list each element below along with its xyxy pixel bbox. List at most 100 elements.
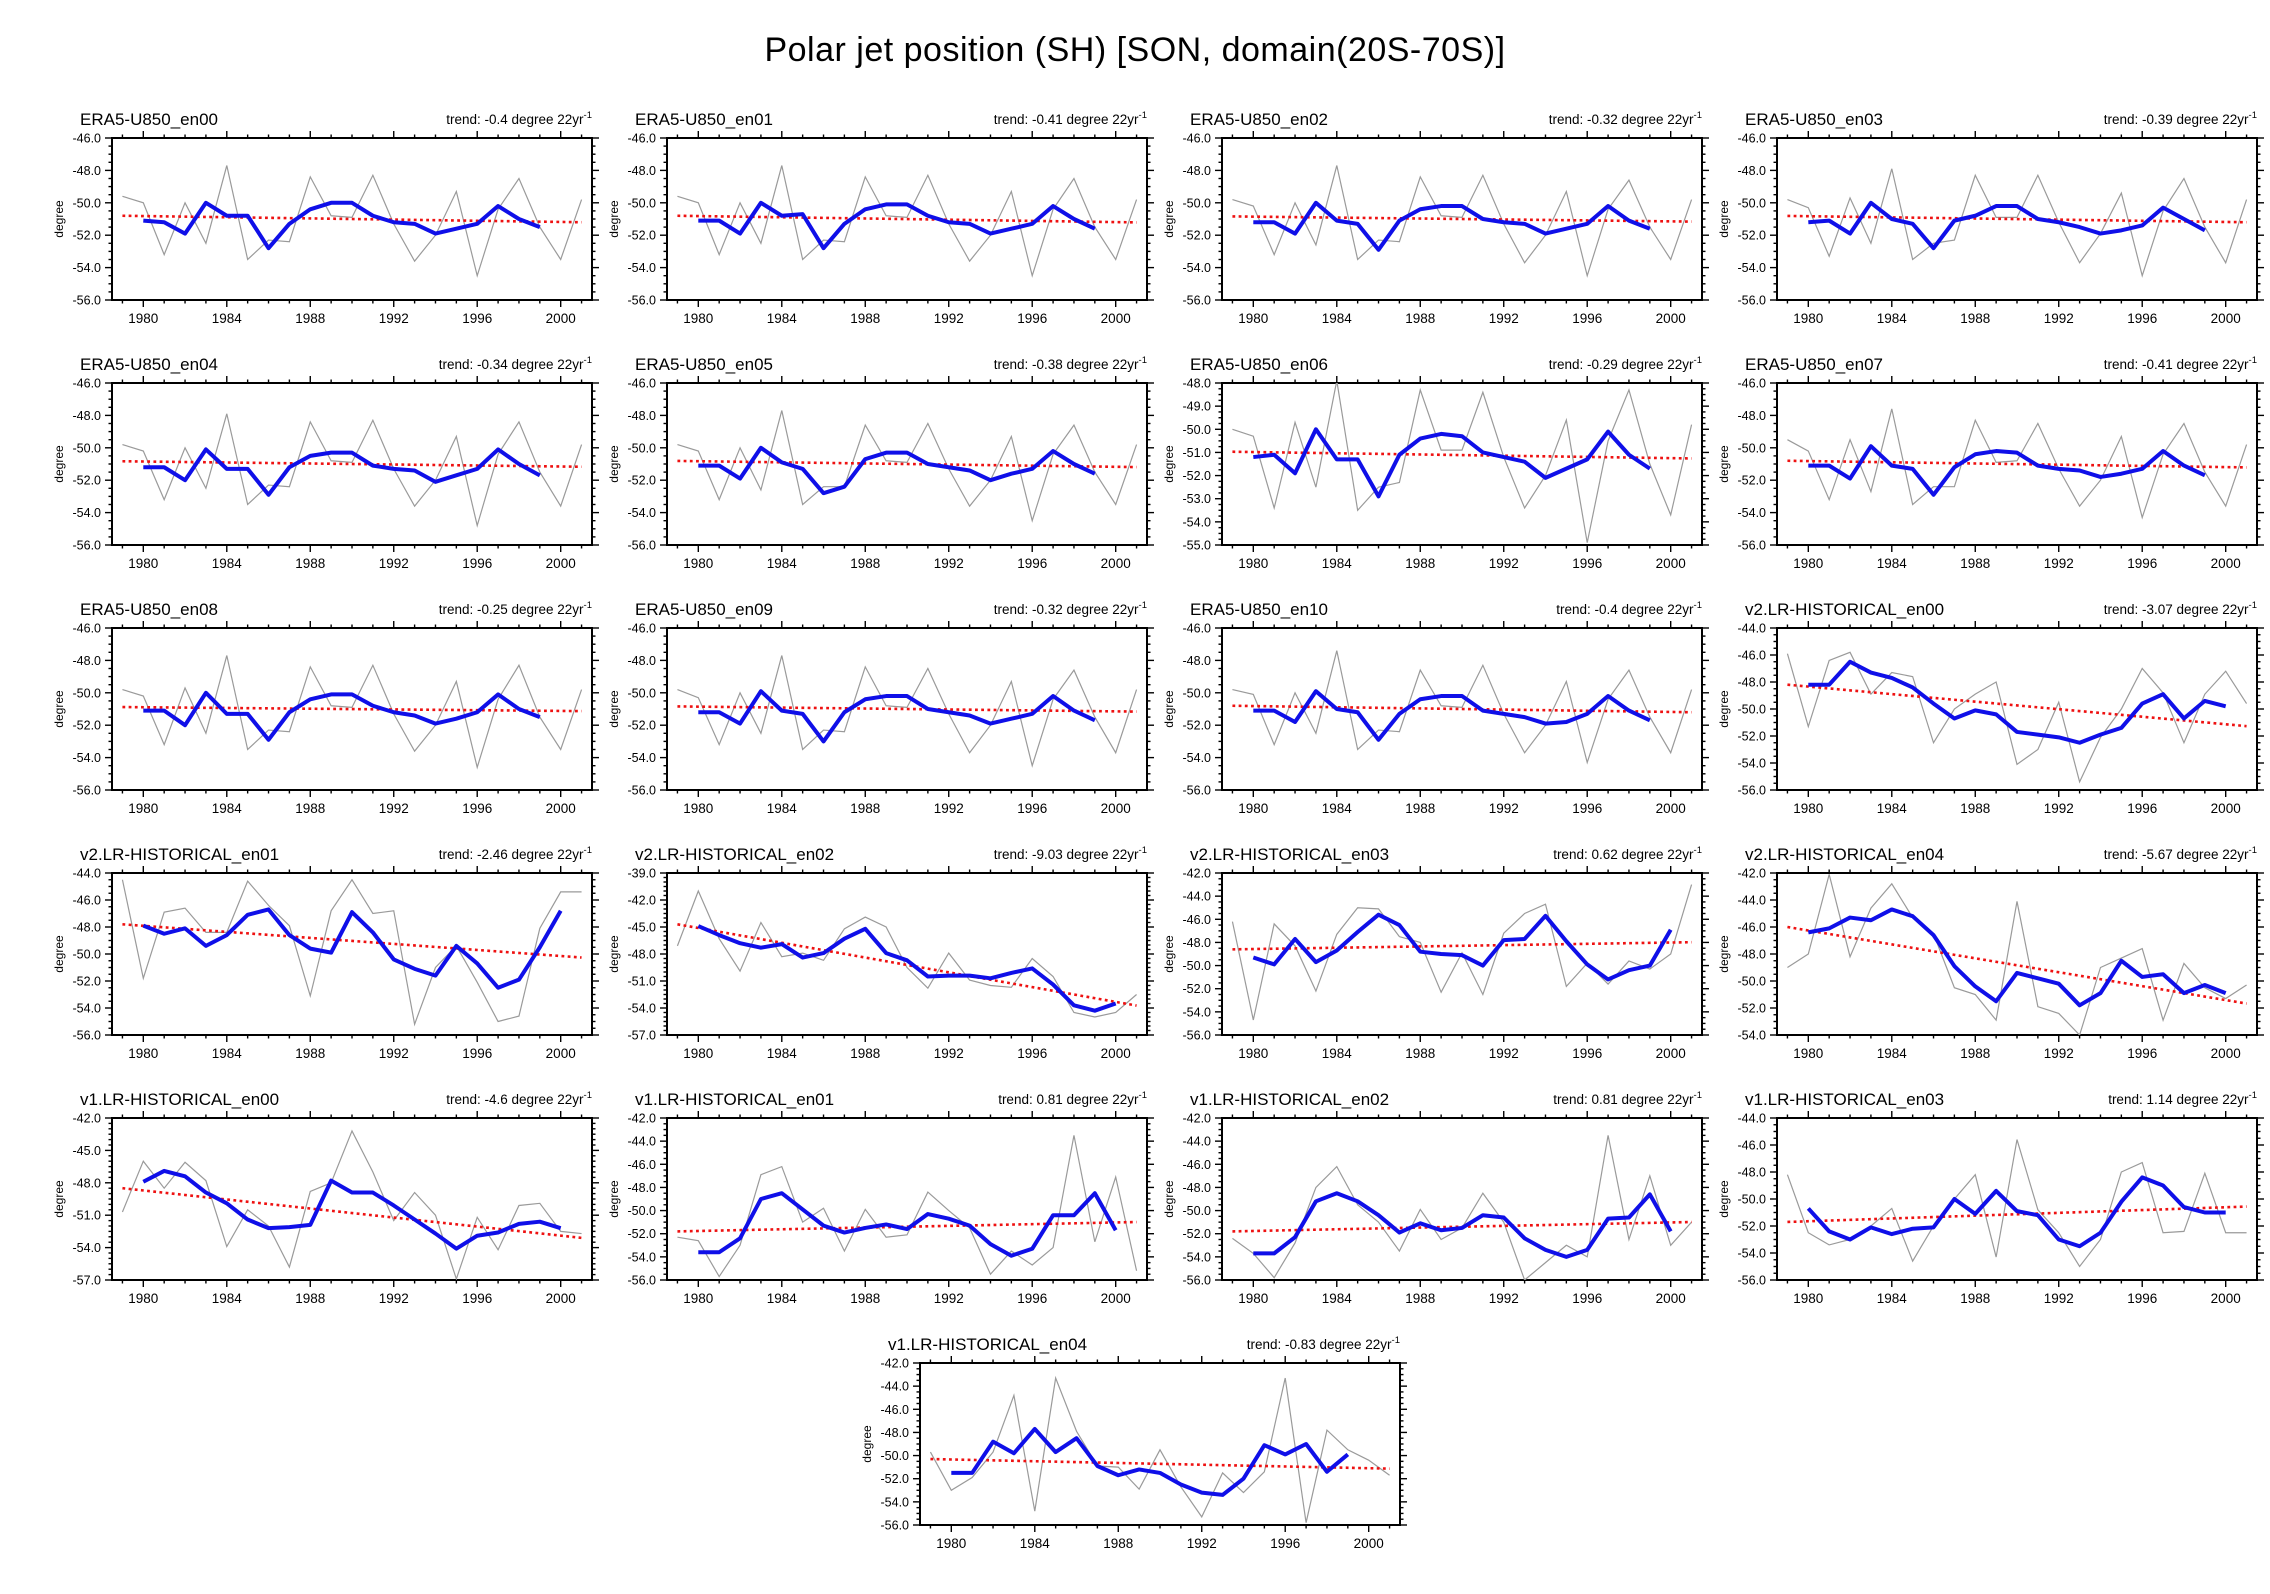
- x-tick-label: 1996: [1572, 1046, 1602, 1061]
- x-tick-label: 1992: [934, 1291, 964, 1306]
- x-tick-label: 1988: [1405, 556, 1435, 571]
- y-tick-label: -46.0: [1738, 1139, 1767, 1153]
- plot-box: [111, 872, 593, 1036]
- x-tick-label: 1980: [128, 556, 158, 571]
- x-tick-label: 1980: [128, 311, 158, 326]
- plot-area: [929, 1375, 1390, 1523]
- y-tick-label: -48.0: [1183, 654, 1212, 668]
- x-tick-label: 1992: [934, 801, 964, 816]
- x-tick-label: 1984: [1019, 1536, 1050, 1551]
- y-tick-label: -46.0: [1183, 913, 1212, 927]
- plot-box: [1221, 872, 1703, 1036]
- panel-row-4: v2.LR-HISTORICAL_en01 trend: -2.46 degree…: [50, 835, 2270, 1080]
- raw-series-line: [1231, 884, 1693, 1021]
- y-tick-label: -56.0: [628, 784, 657, 798]
- plot-area: [122, 413, 583, 528]
- y-tick-label: -52.0: [1738, 1002, 1767, 1016]
- axis-ticks: -56.0 -54.0 -52.0 -50.0 -48.0 -46.0 1980 1984 19…: [628, 621, 1154, 816]
- y-tick-label: -44.0: [628, 1135, 657, 1149]
- panel-v1.LR-HISTORICAL_en00: v1.LR-HISTORICAL_en00 trend: -4.6 degree …: [52, 1090, 599, 1306]
- smoothed-series-line: [143, 690, 541, 742]
- page-header: Polar jet position (SH) [SON, domain(20S…: [0, 0, 2270, 100]
- y-axis-label: degree: [607, 200, 621, 238]
- x-tick-label: 1996: [1017, 801, 1047, 816]
- plot-box: [666, 137, 1148, 301]
- x-tick-label: 1980: [1793, 556, 1823, 571]
- y-tick-label: -42.0: [73, 1112, 102, 1126]
- y-tick-label: -46.0: [73, 132, 102, 146]
- x-tick-label: 1996: [1572, 801, 1602, 816]
- y-tick-label: -50.0: [1738, 975, 1767, 989]
- panel-title: ERA5-U850_en00: [80, 110, 218, 129]
- trend-line: [1787, 214, 2247, 224]
- panel-trend-label: trend: -2.46 degree 22yr-1: [439, 845, 592, 862]
- y-tick-label: -50.0: [73, 196, 102, 210]
- panel-v1.LR-HISTORICAL_en01: v1.LR-HISTORICAL_en01 trend: 0.81 degree …: [607, 1090, 1154, 1306]
- x-tick-label: 2000: [1101, 1291, 1131, 1306]
- axis-ticks: -56.0 -54.0 -52.0 -50.0 -48.0 -46.0 -44.0 -42.0…: [628, 1111, 1154, 1306]
- y-tick-label: -52.0: [1738, 474, 1767, 488]
- plot-box: [1776, 1117, 2258, 1281]
- panel-v2.LR-HISTORICAL_en01: v2.LR-HISTORICAL_en01 trend: -2.46 degree…: [52, 845, 599, 1061]
- x-tick-label: 2000: [1656, 1046, 1686, 1061]
- raw-series-line: [1232, 1135, 1693, 1280]
- axis-ticks: -56.0 -54.0 -52.0 -50.0 -48.0 -46.0 -44.0 1980 1…: [73, 866, 599, 1061]
- x-tick-label: 1988: [850, 1291, 880, 1306]
- panel-cell: ERA5-U850_en07 trend: -0.41 degree 22yr-1…: [1715, 345, 2270, 590]
- raw-series-line: [122, 165, 583, 278]
- axis-ticks: -54.0 -52.0 -50.0 -48.0 -46.0 -44.0 -42.0 1980 1…: [1738, 866, 2264, 1061]
- trend-line: [1232, 450, 1692, 460]
- y-axis-label: degree: [1717, 200, 1731, 238]
- y-tick-label: -52.0: [628, 1227, 657, 1241]
- panel-ERA5-U850_en02: ERA5-U850_en02 trend: -0.32 degree 22yr-1…: [1162, 110, 1709, 326]
- y-tick-label: -54.0: [73, 506, 102, 520]
- y-tick-label: -53.0: [1183, 492, 1212, 506]
- y-tick-label: -50.0: [1183, 686, 1212, 700]
- x-tick-label: 1984: [1877, 1046, 1908, 1061]
- raw-series-line: [1787, 168, 2248, 278]
- y-tick-label: -56.0: [1183, 1274, 1212, 1288]
- panel-v1.LR-HISTORICAL_en04: v1.LR-HISTORICAL_en04 trend: -0.83 degree…: [860, 1335, 1407, 1551]
- panel-trend-label: trend: -0.29 degree 22yr-1: [1549, 355, 1702, 372]
- plot-area: [1232, 165, 1693, 278]
- y-tick-label: -39.0: [628, 867, 657, 881]
- panel-trend-label: trend: -5.67 degree 22yr-1: [2104, 845, 2257, 862]
- plot-area: [677, 165, 1138, 278]
- y-tick-label: -48.0: [628, 409, 657, 423]
- trend-line: [1787, 1205, 2247, 1224]
- plot-box: [111, 137, 593, 301]
- x-tick-label: 1988: [850, 1046, 880, 1061]
- y-tick-label: -50.0: [73, 948, 102, 962]
- y-tick-label: -56.0: [628, 1274, 657, 1288]
- y-tick-label: -54.0: [628, 261, 657, 275]
- y-tick-label: -52.0: [628, 719, 657, 733]
- x-tick-label: 2000: [2211, 1291, 2241, 1306]
- x-tick-label: 1988: [295, 1046, 325, 1061]
- y-tick-label: -56.0: [1738, 1274, 1767, 1288]
- panel-ERA5-U850_en06: ERA5-U850_en06 trend: -0.29 degree 22yr-1…: [1162, 355, 1709, 571]
- trend-line: [1787, 683, 2247, 728]
- panel-cell: ERA5-U850_en08 trend: -0.25 degree 22yr-1…: [50, 590, 605, 835]
- x-tick-label: 2000: [1656, 311, 1686, 326]
- y-tick-label: -54.0: [1183, 515, 1212, 529]
- y-tick-label: -52.0: [1183, 469, 1212, 483]
- x-tick-label: 1988: [850, 801, 880, 816]
- y-tick-label: -50.0: [1183, 196, 1212, 210]
- y-axis-label: degree: [607, 935, 621, 973]
- panel-cell: v1.LR-HISTORICAL_en00 trend: -4.6 degree …: [50, 1080, 605, 1325]
- y-tick-label: -50.0: [628, 1204, 657, 1218]
- y-tick-label: -48.0: [73, 1176, 102, 1190]
- x-tick-label: 1980: [1793, 1291, 1823, 1306]
- x-tick-label: 1980: [1238, 801, 1268, 816]
- axis-ticks: -56.0 -54.0 -52.0 -50.0 -48.0 -46.0 1980 1984 19…: [1738, 131, 2264, 326]
- y-axis-label: degree: [1162, 445, 1176, 483]
- panel-cell: v2.LR-HISTORICAL_en04 trend: -5.67 degree…: [1715, 835, 2270, 1080]
- y-tick-label: -46.0: [628, 132, 657, 146]
- y-tick-label: -48.0: [628, 164, 657, 178]
- x-tick-label: 1996: [1017, 1046, 1047, 1061]
- panel-trend-label: trend: -3.07 degree 22yr-1: [2104, 600, 2257, 617]
- axis-ticks: -56.0 -54.0 -52.0 -50.0 -48.0 -46.0 -44.0 -42.0…: [1183, 1111, 1709, 1306]
- trend-line: [677, 923, 1137, 1007]
- panel-trend-label: trend: -0.38 degree 22yr-1: [994, 355, 1147, 372]
- panel-trend-label: trend: -0.34 degree 22yr-1: [439, 355, 592, 372]
